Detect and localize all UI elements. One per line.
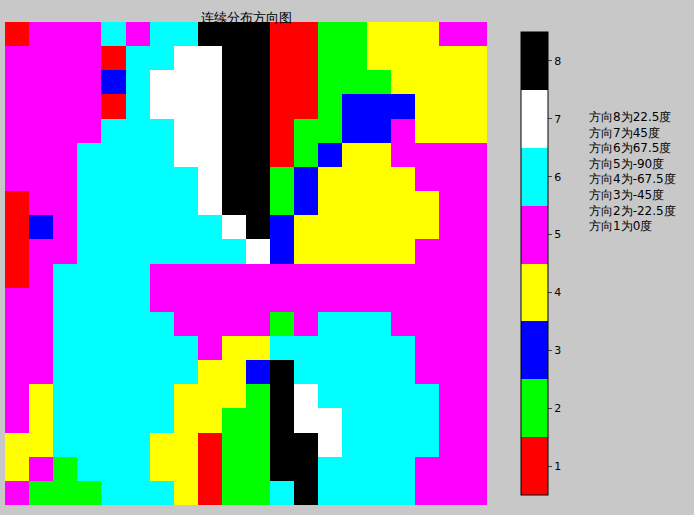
svg-text:3: 3 (554, 344, 561, 357)
svg-text:1: 1 (554, 460, 561, 473)
svg-text:4: 4 (554, 286, 561, 299)
svg-text:连续分布方向图: 连续分布方向图 (201, 10, 292, 25)
svg-text:8: 8 (554, 55, 561, 68)
svg-text:方向7为45度: 方向7为45度 (589, 126, 660, 140)
svg-text:方向4为-67.5度: 方向4为-67.5度 (589, 172, 676, 186)
svg-text:5: 5 (554, 228, 561, 241)
svg-text:6: 6 (554, 171, 561, 184)
svg-text:方向8为22.5度: 方向8为22.5度 (589, 110, 671, 124)
svg-text:方向5为-90度: 方向5为-90度 (589, 157, 664, 171)
svg-text:方向3为-45度: 方向3为-45度 (589, 188, 664, 202)
svg-text:方向6为67.5度: 方向6为67.5度 (589, 141, 671, 155)
svg-text:方向2为-22.5度: 方向2为-22.5度 (589, 204, 676, 218)
svg-text:方向1为0度: 方向1为0度 (589, 219, 652, 233)
svg-text:7: 7 (554, 113, 561, 126)
svg-text:2: 2 (554, 402, 561, 415)
